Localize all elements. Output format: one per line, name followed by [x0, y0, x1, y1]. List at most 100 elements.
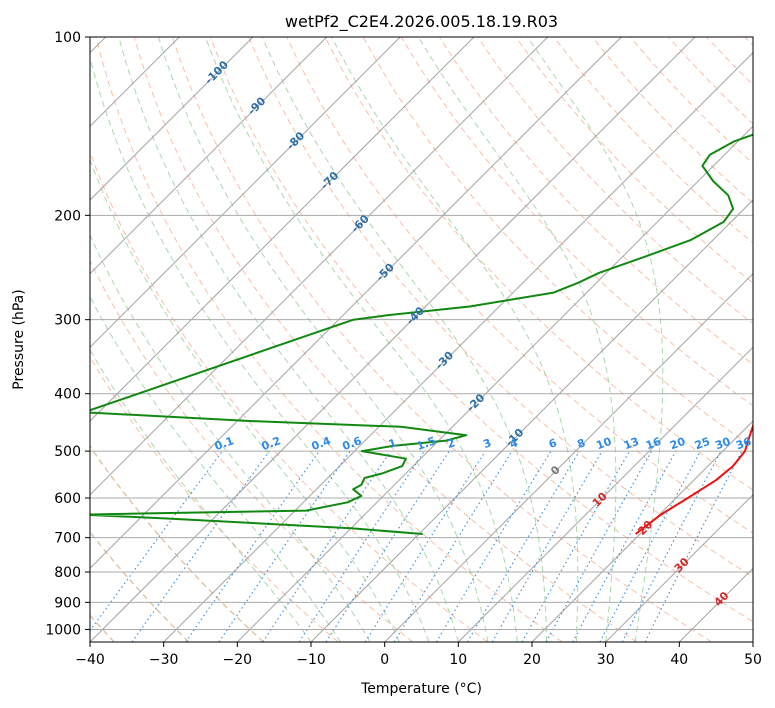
mixing-ratio-line [218, 450, 351, 642]
mixing-ratio-line [435, 450, 552, 642]
isotherm-line [90, 37, 622, 570]
mixing-ratio-line [325, 450, 450, 642]
moist-adiabat-line [90, 234, 371, 642]
mixing-ratio-label: 0.6 [341, 434, 364, 453]
isotherm-line [752, 641, 753, 642]
sounding-profiles [90, 133, 753, 535]
moist-adiabat-line [157, 37, 489, 642]
x-tick-label: −20 [223, 652, 253, 668]
dry-adiabat-line [706, 37, 753, 86]
isotherm-line [457, 346, 753, 642]
mixing-ratio-line [364, 450, 486, 642]
mixing-ratio-line [131, 450, 270, 642]
x-axis-label: Temperature (°C) [360, 681, 482, 697]
dry-adiabat-line [515, 37, 753, 284]
isotherm-line [384, 272, 753, 642]
mixing-ratio-label: 8 [575, 436, 587, 451]
mixing-ratio-label: 25 [693, 435, 712, 452]
mixing-ratio-label: 10 [595, 435, 614, 453]
mixing-ratio-label: 20 [668, 435, 687, 453]
moist-adiabat-line [418, 37, 617, 642]
dewpoint-profile-line [90, 133, 753, 535]
y-tick-label: 600 [54, 491, 81, 507]
moist-adiabat-line [90, 158, 400, 642]
x-axis: −40 −30 −20 −10 0 10 20 30 40 50 [75, 642, 762, 668]
mixing-ratio-label: 36 [734, 435, 753, 453]
x-tick-label: 30 [597, 652, 615, 668]
moist-adiabat-line [261, 37, 548, 642]
moist-adiabat-line [527, 37, 664, 642]
mixing-ratio-line [545, 450, 653, 642]
y-tick-label: 1000 [45, 622, 81, 638]
isotherm-line [310, 199, 753, 642]
mixing-ratio-line [185, 450, 320, 642]
dry-adiabat-line [477, 37, 753, 325]
mixing-ratio-label: 0.2 [260, 434, 283, 453]
x-tick-label: 0 [380, 652, 389, 668]
x-tick-label: 10 [449, 652, 467, 668]
y-tick-label: 800 [54, 565, 81, 581]
mixing-ratio-label: 4 [508, 436, 520, 451]
plot-frame [89, 36, 754, 643]
dry-adiabat-line [553, 37, 753, 244]
moist-adiabat-line [204, 37, 518, 642]
mixing-ratio-label: 2 [445, 436, 457, 451]
mixing-ratio-label: 1.5 [415, 434, 438, 453]
y-axis-label: Pressure (hPa) [11, 289, 27, 389]
mixing-ratio-line [599, 450, 702, 642]
isotherm-line [163, 51, 753, 642]
isotherm-line [678, 567, 753, 642]
moist-adiabat-line [118, 37, 459, 642]
y-tick-label: 100 [54, 30, 81, 46]
mixing-ratio-line [644, 450, 743, 642]
mixing-ratio-label: 6 [547, 436, 559, 451]
moist-adiabat-line [90, 55, 430, 642]
isotherm-line [90, 37, 254, 201]
x-tick-label: 20 [523, 652, 541, 668]
x-tick-label: 40 [670, 652, 688, 668]
y-axis: 100 200 300 400 500 600 700 800 900 1000 [45, 30, 90, 638]
mixing-ratio-label: 1 [387, 436, 399, 451]
x-tick-label: −30 [149, 652, 179, 668]
y-tick-label: 900 [54, 595, 81, 611]
dry-adiabat-line [324, 37, 753, 491]
mixing-ratio-line [572, 450, 677, 642]
mixing-ratio-line [466, 450, 580, 642]
mixing-ratio-label: 16 [644, 435, 663, 453]
dry-adiabat-line [90, 530, 190, 642]
isotherm-line [605, 493, 753, 642]
y-tick-label: 300 [54, 313, 81, 329]
x-tick-label: −40 [75, 652, 105, 668]
mixing-ratio-line [90, 450, 223, 632]
dry-adiabat-line [438, 37, 753, 366]
isotherm-line [90, 37, 475, 422]
dry-adiabat-line [90, 445, 264, 642]
isotherm-line [90, 37, 328, 275]
x-tick-label: −10 [296, 652, 326, 668]
dry-adiabat-line [248, 37, 753, 578]
mixing-ratio-line [262, 450, 392, 642]
moist-adiabat-line [90, 296, 341, 642]
dry-adiabat-line [90, 259, 414, 642]
dry-adiabat-line [133, 37, 638, 642]
chart-title: wetPf2_C2E4.2026.005.18.19.R03 [285, 12, 558, 32]
dry-adiabat-line [90, 356, 339, 642]
mixing-ratio-label: 0.4 [310, 434, 333, 453]
mixing-ratio-line [298, 450, 425, 642]
thermodynamic-lines [90, 37, 753, 642]
isotherm-line [236, 125, 753, 642]
isotherm-line [531, 420, 753, 642]
dry-adiabat-line [95, 37, 563, 642]
dry-adiabat-line [744, 37, 753, 47]
y-tick-label: 200 [54, 208, 81, 224]
dry-adiabat-line [210, 37, 753, 623]
y-tick-label: 500 [54, 444, 81, 460]
x-tick-label: 50 [744, 652, 762, 668]
isotherm-line [90, 37, 549, 496]
mixing-ratio-line [393, 450, 513, 642]
isotherm-line [90, 37, 696, 642]
isotherm-line [90, 37, 401, 349]
dry-adiabat-line [171, 37, 712, 642]
y-tick-label: 400 [54, 387, 81, 403]
